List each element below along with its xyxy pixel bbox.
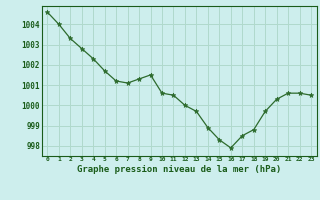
X-axis label: Graphe pression niveau de la mer (hPa): Graphe pression niveau de la mer (hPa) xyxy=(77,165,281,174)
